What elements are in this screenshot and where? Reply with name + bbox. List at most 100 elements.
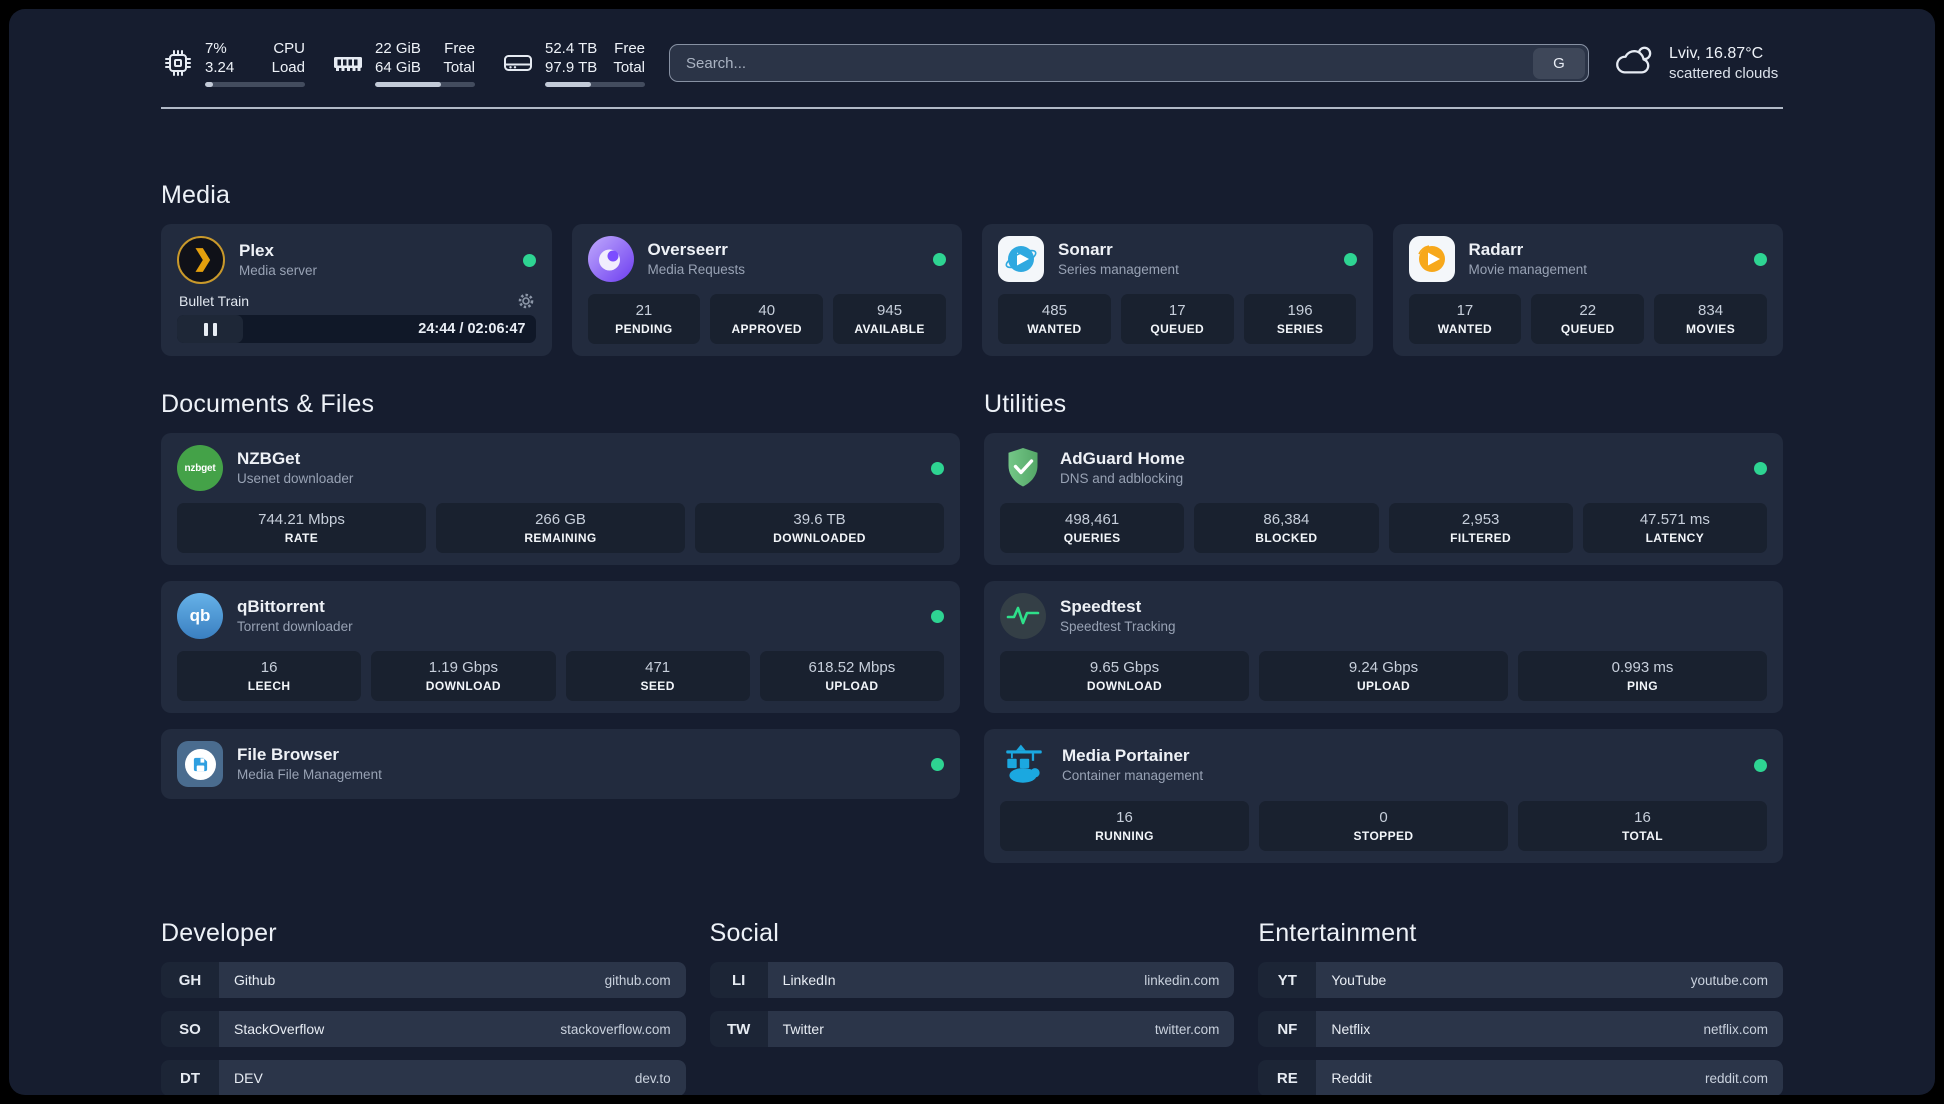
top-bar: 7% 3.24 CPU Load	[161, 39, 1783, 87]
bookmark-linkedin[interactable]: LI LinkedIn linkedin.com	[709, 962, 1235, 998]
bookmark-netflix[interactable]: NF Netflix netflix.com	[1258, 1011, 1783, 1047]
bookmark-stackoverflow[interactable]: SO StackOverflow stackoverflow.com	[161, 1011, 686, 1047]
now-playing-title: Bullet Train	[179, 293, 250, 309]
service-subtitle: Movie management	[1468, 262, 1588, 277]
weather-condition: scattered clouds	[1669, 65, 1779, 82]
stat-running: 16 RUNNING	[1000, 801, 1249, 851]
bookmark-group-developer: Developer GH Github github.com SO StackOv…	[161, 919, 686, 1095]
status-online-dot	[931, 757, 944, 771]
service-card-nzbget[interactable]: nzbget NZBGet Usenet downloader 744.21 M…	[161, 433, 960, 565]
bookmark-dev[interactable]: DT DEV dev.to	[161, 1060, 686, 1095]
group-title-entertainment: Entertainment	[1258, 919, 1417, 947]
overseerr-icon	[587, 236, 634, 282]
media-cards-row: Plex Media server Bullet Train 24:44 / 0…	[161, 224, 1783, 356]
service-subtitle: Media File Management	[237, 767, 382, 782]
stat-queued: 22 QUEUED	[1531, 294, 1645, 344]
memory-free-value: 22 GiB	[375, 40, 421, 57]
service-name: Overseerr	[647, 240, 728, 259]
stat-leech: 16 LEECH	[177, 651, 362, 701]
group-title-developer: Developer	[161, 919, 277, 947]
bookmark-group-entertainment: Entertainment YT YouTube youtube.com NF N…	[1258, 919, 1783, 1095]
service-card-plex[interactable]: Plex Media server Bullet Train 24:44 / 0…	[161, 224, 552, 356]
stat-total: 16 TOTAL	[1518, 801, 1767, 851]
service-card-radarr[interactable]: Radarr Movie management 17 WANTED 22 QUEUE…	[1392, 224, 1783, 356]
group-title-utilities: Utilities	[984, 390, 1067, 418]
gear-icon[interactable]	[518, 293, 534, 309]
bookmark-abbr: DT	[161, 1060, 219, 1095]
memory-free-label: Free	[444, 40, 475, 57]
nzbget-icon: nzbget	[177, 445, 223, 491]
memory-total-value: 64 GiB	[375, 59, 421, 76]
bookmark-github[interactable]: GH Github github.com	[161, 962, 686, 998]
disk-total-label: Total	[613, 59, 645, 76]
cpu-load-value: 3.24	[205, 59, 235, 76]
service-subtitle: Usenet downloader	[237, 471, 354, 486]
sonarr-icon	[998, 236, 1044, 282]
bookmark-abbr: TW	[709, 1011, 768, 1047]
service-card-sonarr[interactable]: Sonarr Series management 485 WANTED 17 QUE…	[982, 224, 1373, 356]
cpu-usage-bar	[205, 82, 305, 87]
service-name: Media Portainer	[1062, 746, 1190, 765]
stat-series: 196 SERIES	[1243, 294, 1357, 344]
speedtest-icon	[1000, 593, 1046, 639]
qbittorrent-icon: qb	[177, 593, 223, 639]
stat-download: 9.65 Gbps DOWNLOAD	[1000, 651, 1249, 701]
disk-total-value: 97.9 TB	[545, 59, 598, 76]
stat-upload: 9.24 Gbps UPLOAD	[1259, 651, 1508, 701]
bookmark-group-social: Social LI LinkedIn linkedin.com TW Twitte…	[709, 919, 1235, 1047]
service-subtitle: Speedtest Tracking	[1060, 619, 1176, 634]
service-name: Sonarr	[1058, 240, 1113, 259]
group-utilities: Utilities	[984, 390, 1783, 863]
bookmark-abbr: LI	[709, 962, 768, 998]
service-card-speedtest[interactable]: Speedtest Speedtest Tracking 9.65 Gbps DO…	[984, 581, 1783, 713]
stat-upload: 618.52 Mbps UPLOAD	[759, 651, 944, 701]
group-documents-files: Documents & Files nzbget NZBGet Usenet d…	[161, 390, 960, 799]
search-input[interactable]	[670, 54, 1533, 72]
service-subtitle: Series management	[1058, 262, 1179, 277]
service-card-adguard[interactable]: AdGuard Home DNS and adblocking 498,461 Q…	[984, 433, 1783, 565]
status-online-dot	[1343, 252, 1357, 266]
memory-widget: 22 GiB 64 GiB Free Total	[331, 39, 475, 87]
bookmark-twitter[interactable]: TW Twitter twitter.com	[709, 1011, 1235, 1047]
stat-wanted: 485 WANTED	[998, 294, 1111, 344]
stat-queued: 17 QUEUED	[1120, 294, 1234, 344]
service-name: Plex	[239, 241, 274, 260]
dashboard-window: 7% 3.24 CPU Load	[9, 9, 1935, 1095]
stat-downloaded: 39.6 TB DOWNLOADED	[695, 503, 944, 553]
bookmark-youtube[interactable]: YT YouTube youtube.com	[1258, 962, 1783, 998]
pause-button[interactable]	[177, 315, 243, 343]
group-title-social: Social	[709, 919, 779, 947]
service-subtitle: Torrent downloader	[237, 619, 353, 634]
stat-seed: 471 SEED	[565, 651, 750, 701]
group-title-media: Media	[161, 181, 231, 209]
bookmark-abbr: NF	[1258, 1011, 1317, 1047]
memory-usage-bar	[375, 82, 475, 87]
status-online-dot	[1754, 461, 1767, 475]
system-stats: 7% 3.24 CPU Load	[161, 39, 645, 87]
service-card-filebrowser[interactable]: File Browser Media File Management	[161, 729, 960, 799]
service-subtitle: DNS and adblocking	[1060, 471, 1184, 486]
cpu-icon	[161, 46, 195, 80]
cpu-usage-value: 7%	[205, 40, 227, 57]
stat-rate: 744.21 Mbps RATE	[177, 503, 426, 553]
radarr-icon	[1408, 236, 1455, 282]
stat-pending: 21 PENDING	[587, 294, 701, 344]
service-subtitle: Media server	[239, 263, 318, 278]
stat-approved: 40 APPROVED	[710, 294, 824, 344]
status-online-dot	[931, 609, 944, 623]
playback-time: 24:44 / 02:06:47	[418, 321, 526, 337]
service-subtitle: Container management	[1062, 768, 1204, 783]
group-title-documents: Documents & Files	[161, 390, 375, 418]
service-card-qbittorrent[interactable]: qb qBittorrent Torrent downloader 16 LEEC…	[161, 581, 960, 713]
disk-icon	[501, 46, 535, 80]
search-bar[interactable]: G	[669, 44, 1589, 82]
search-provider-button[interactable]: G	[1533, 47, 1585, 79]
bookmark-abbr: RE	[1258, 1060, 1317, 1095]
stat-ping: 0.993 ms PING	[1518, 651, 1767, 701]
service-card-portainer[interactable]: Media Portainer Container management 16 R…	[984, 729, 1783, 863]
service-name: Radarr	[1468, 240, 1524, 259]
stat-remaining: 266 GB REMAINING	[436, 503, 685, 553]
bookmark-abbr: YT	[1258, 962, 1317, 998]
service-card-overseerr[interactable]: Overseerr Media Requests 21 PENDING 40 APP…	[571, 224, 962, 356]
bookmark-reddit[interactable]: RE Reddit reddit.com	[1258, 1060, 1783, 1095]
